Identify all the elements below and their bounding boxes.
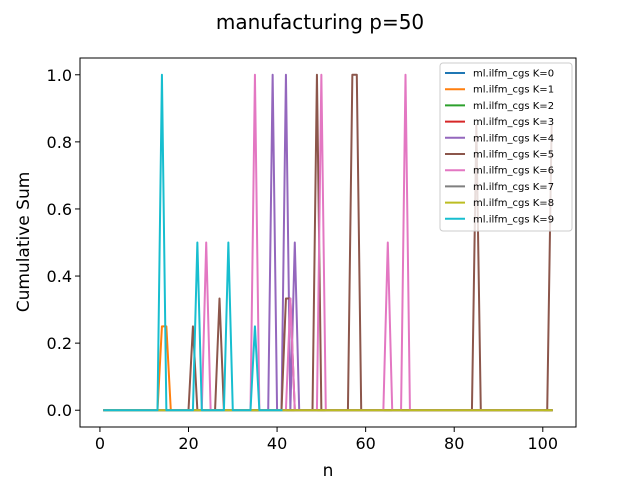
series-line-k4 [267,73,301,412]
legend-entry-k6: ml.ilfm_cgs K=6 [473,166,554,177]
legend-box [439,62,573,232]
y-axis: 0.0 0.2 0.4 0.6 0.8 1.0 [47,66,80,420]
series-line-k9 [103,73,283,412]
x-axis-label: n [323,461,334,480]
legend: ml.ilfm_cgs K=0 ml.ilfm_cgs K=1 ml.ilfm_cg… [439,62,573,232]
y-tick-label: 0.4 [47,267,72,286]
axes-frame [79,57,577,428]
x-tick-label: 80 [444,434,464,453]
plot-area [103,73,553,412]
legend-entry-k2: ml.ilfm_cgs K=2 [473,101,554,112]
y-tick-label: 0.6 [47,200,72,219]
y-axis-label: Cumulative Sum [14,172,34,313]
legend-entry-k1: ml.ilfm_cgs K=1 [473,85,554,96]
x-tick-label: 0 [95,434,105,453]
legend-entry-k8: ml.ilfm_cgs K=8 [473,198,554,209]
x-axis: 0 20 40 60 80 100 [95,427,558,453]
legend-entry-k5: ml.ilfm_cgs K=5 [473,150,554,161]
y-tick-label: 1.0 [47,66,72,85]
y-tick-label: 0.2 [47,334,72,353]
legend-entry-k4: ml.ilfm_cgs K=4 [473,133,554,144]
legend-entry-k0: ml.ilfm_cgs K=0 [473,69,554,80]
y-tick-label: 0.8 [47,133,72,152]
x-tick-label: 100 [528,434,559,453]
x-tick-label: 60 [355,434,375,453]
x-tick-label: 40 [267,434,287,453]
y-tick-label: 0.0 [47,401,72,420]
x-tick-label: 20 [178,434,198,453]
chart-title: manufacturing p=50 [216,10,424,34]
legend-entry-k9: ml.ilfm_cgs K=9 [473,214,554,225]
legend-entry-k7: ml.ilfm_cgs K=7 [473,182,554,193]
legend-entry-k3: ml.ilfm_cgs K=3 [473,117,554,128]
